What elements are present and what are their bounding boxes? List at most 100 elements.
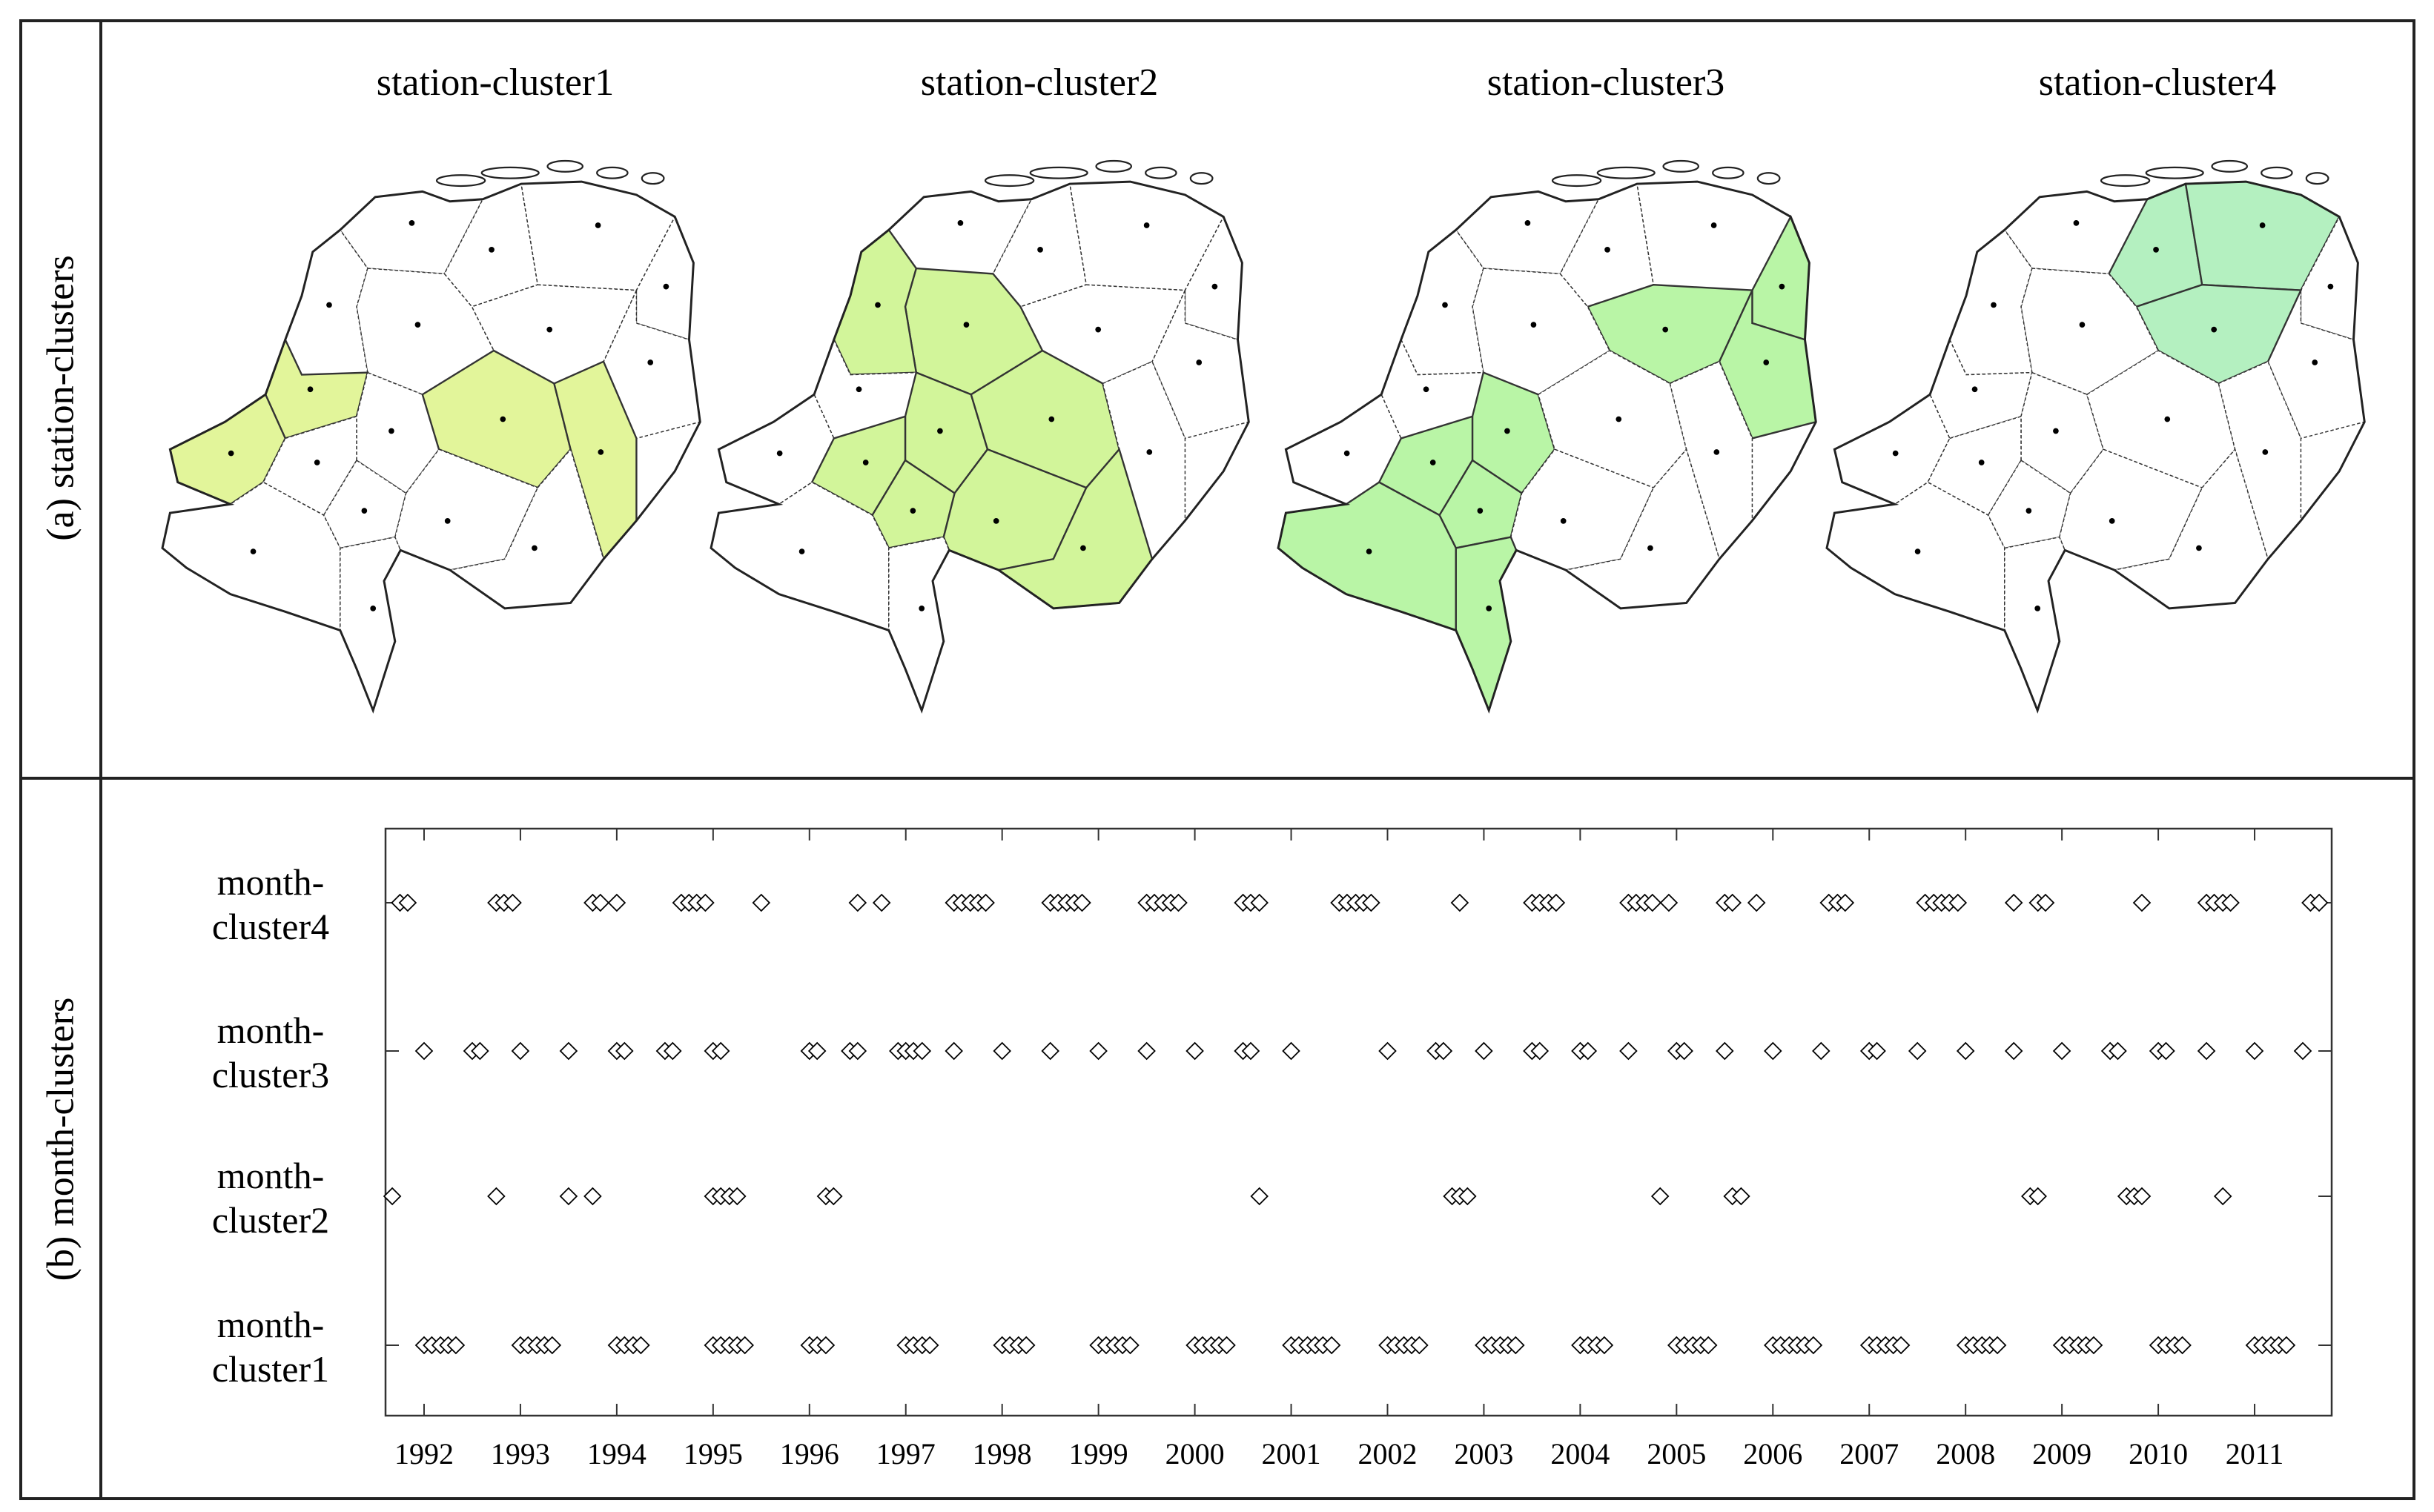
label-line: month- <box>216 1304 325 1345</box>
station-dot <box>1763 359 1770 365</box>
station-dot <box>307 386 314 393</box>
station-dot <box>2211 326 2218 333</box>
month-marker <box>1578 1041 1598 1061</box>
label-line: month- <box>216 1155 325 1196</box>
month-marker <box>1547 893 1566 912</box>
month-marker <box>1089 1041 1108 1061</box>
month-marker <box>2004 1041 2023 1061</box>
wadden-island <box>1029 166 1088 179</box>
station-dot <box>963 322 970 328</box>
station-dot <box>1524 220 1531 226</box>
month-marker <box>1410 1336 1429 1355</box>
month-marker <box>872 893 891 912</box>
station-dot <box>314 460 320 465</box>
month-marker <box>1241 1041 1260 1061</box>
month-marker <box>2277 1336 2296 1355</box>
station-dot <box>1423 386 1429 393</box>
station-dot <box>1211 283 1218 290</box>
month-marker <box>1956 1041 1975 1061</box>
station-dot <box>1647 545 1653 551</box>
month-marker <box>1250 893 1269 912</box>
station-dot <box>598 449 604 455</box>
month-marker <box>1137 1041 1156 1061</box>
month-marker <box>2213 1187 2232 1206</box>
station-dot <box>546 326 553 333</box>
station-dot <box>856 386 862 393</box>
month-marker <box>1458 1187 1477 1206</box>
month-marker <box>1650 1187 1670 1206</box>
month-marker <box>383 1187 402 1206</box>
station-dot <box>1486 606 1492 611</box>
station-dot <box>1429 460 1436 465</box>
station-map-1 <box>161 159 701 714</box>
station-dot <box>663 283 669 290</box>
x-tick-label: 2004 <box>1550 1437 1610 1470</box>
month-marker <box>2132 893 2152 912</box>
map-title-3: station-cluster3 <box>1486 62 1725 104</box>
month-marker <box>664 1041 682 1061</box>
month-marker <box>1217 1336 1236 1355</box>
x-tick-label: 2008 <box>1936 1437 1996 1470</box>
month-marker <box>807 1041 827 1061</box>
month-marker <box>1595 1336 1614 1355</box>
month-marker <box>752 893 771 912</box>
wadden-island <box>1145 166 1177 179</box>
station-dot <box>2079 322 2086 328</box>
month-marker <box>2197 1041 2216 1061</box>
month-marker <box>1723 893 1742 912</box>
station-dot <box>1604 247 1610 253</box>
station-dot <box>1146 449 1153 455</box>
month-marker <box>1450 893 1469 912</box>
month-marker <box>583 1187 602 1206</box>
station-dot <box>2109 518 2115 524</box>
month-marker <box>816 1336 836 1355</box>
month-marker <box>728 1187 747 1206</box>
station-dot <box>1037 247 1043 253</box>
month-marker <box>543 1336 562 1355</box>
station-dot <box>388 428 394 434</box>
month-marker <box>711 1041 730 1061</box>
month-marker <box>1643 893 1662 912</box>
wadden-island <box>480 166 540 179</box>
wadden-island <box>1756 172 1781 185</box>
station-dot <box>1080 545 1086 551</box>
wadden-island <box>2305 172 2329 185</box>
station-dot <box>1477 508 1484 514</box>
month-marker <box>1988 1336 2007 1355</box>
station-map-3 <box>1277 159 1817 714</box>
station-dot <box>250 548 257 554</box>
month-marker <box>2084 1336 2103 1355</box>
wadden-island <box>1551 174 1602 188</box>
month-marker <box>1041 1041 1059 1061</box>
month-marker <box>1747 893 1766 912</box>
station-dot <box>1560 518 1567 524</box>
label-line: cluster2 <box>211 1199 330 1241</box>
station-dot <box>1442 302 1448 308</box>
station-dot <box>532 545 538 551</box>
month-marker <box>2157 1041 2175 1061</box>
month-marker <box>1282 1041 1300 1061</box>
month-cluster-label: month-cluster1 <box>159 1302 382 1391</box>
month-cluster-label: month-cluster4 <box>159 860 382 949</box>
x-tick-label: 2005 <box>1647 1437 1707 1470</box>
month-marker <box>1378 1041 1397 1061</box>
month-marker <box>1530 1041 1550 1061</box>
station-dot <box>2053 428 2059 434</box>
station-dot <box>957 220 964 226</box>
month-marker <box>1764 1041 1782 1061</box>
month-marker <box>1659 893 1679 912</box>
station-dot <box>919 606 925 611</box>
month-marker <box>559 1041 578 1061</box>
country-outline <box>161 180 701 714</box>
month-marker <box>1322 1336 1341 1355</box>
x-tick-label: 1998 <box>972 1437 1032 1470</box>
month-marker <box>1185 1041 1204 1061</box>
station-map-2 <box>710 159 1250 714</box>
month-marker <box>1948 893 1968 912</box>
wadden-island <box>1189 172 1214 185</box>
month-marker <box>1699 1336 1718 1355</box>
station-dot <box>414 322 421 328</box>
wadden-island <box>984 174 1035 188</box>
station-cell <box>1927 415 2022 517</box>
